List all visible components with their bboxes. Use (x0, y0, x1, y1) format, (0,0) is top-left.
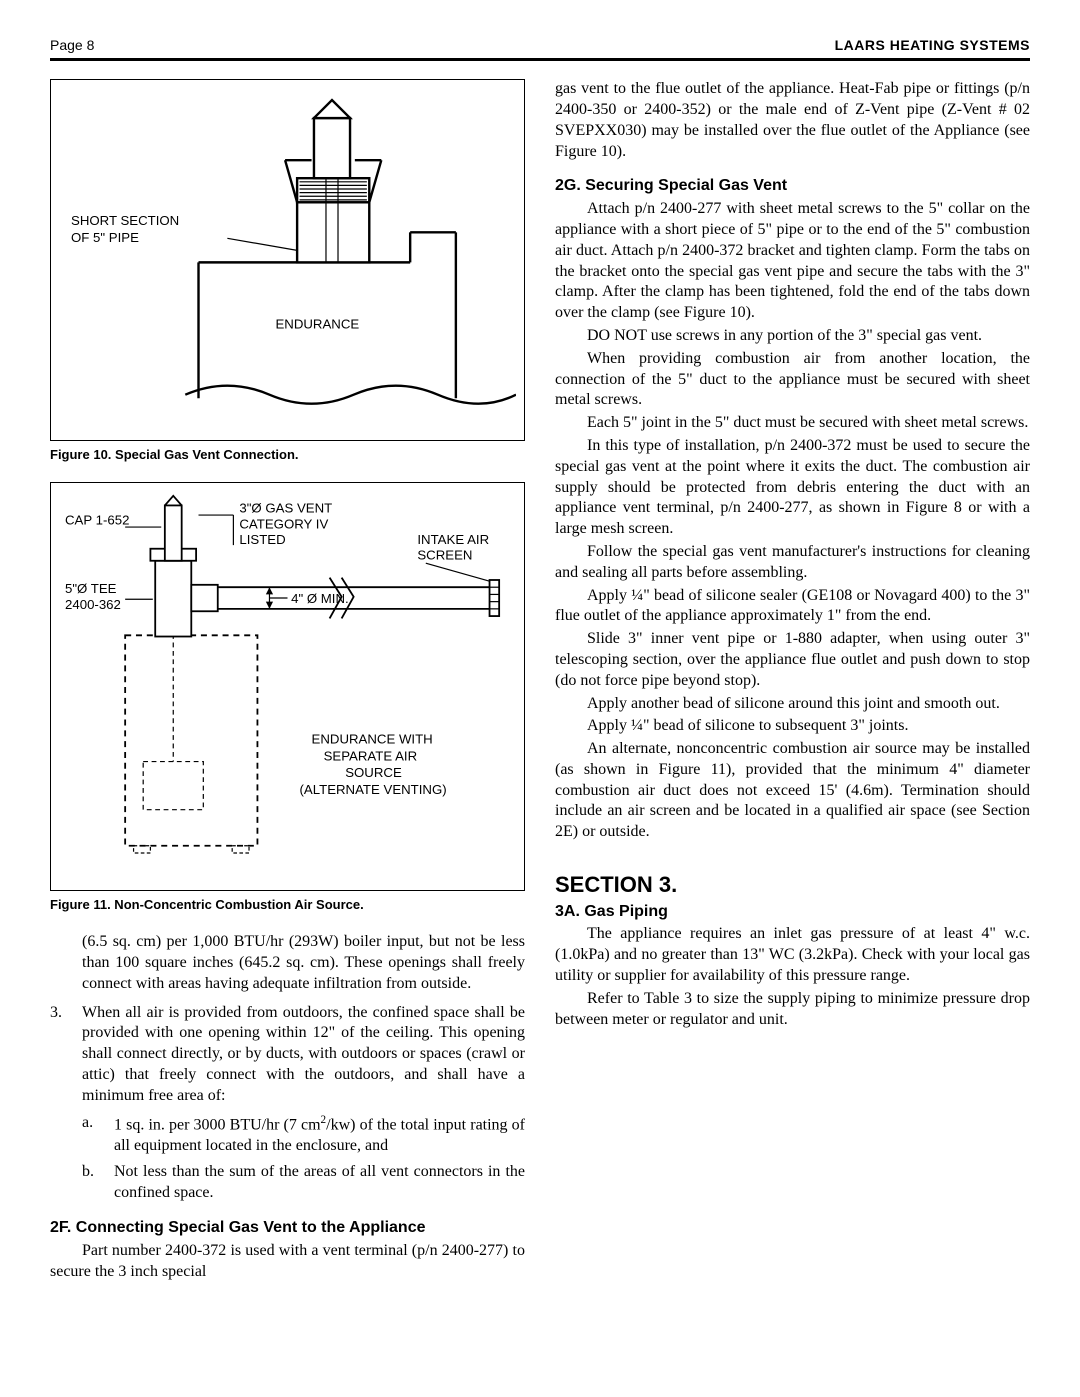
fig10-endurance-label: ENDURANCE (275, 317, 359, 332)
left-continuation-text: (6.5 sq. cm) per 1,000 BTU/hr (293W) boi… (82, 932, 525, 994)
sec3A-p1: The appliance requires an inlet gas pres… (555, 924, 1030, 986)
section-3A-title: 3A. Gas Piping (555, 902, 1030, 923)
fig11-end-l2: SEPARATE AIR (324, 748, 418, 763)
fig10-label-line2: OF 5" PIPE (71, 230, 139, 245)
fig11-tee-l2: 2400-362 (65, 596, 121, 611)
sublist-a-letter: a. (82, 1113, 102, 1157)
list-item-3: 3. When all air is provided from outdoor… (50, 1003, 525, 1205)
sec2G-p9: Apply another bead of silicone around th… (555, 694, 1030, 715)
section-2G-title: 2G. Securing Special Gas Vent (555, 176, 1030, 197)
sec2G-p4: Each 5" joint in the 5" duct must be sec… (555, 413, 1030, 434)
page-header: Page 8 LAARS HEATING SYSTEMS (50, 36, 1030, 61)
sec2G-p6: Follow the special gas vent manufacturer… (555, 542, 1030, 584)
sec3A-p2: Refer to Table 3 to size the supply pipi… (555, 989, 1030, 1031)
fig10-label-line1: SHORT SECTION (71, 213, 179, 228)
fig11-gasvent-l2: CATEGORY IV (239, 516, 328, 531)
sec2G-p11: An alternate, nonconcentric combustion a… (555, 739, 1030, 843)
figure-10-svg: SHORT SECTION OF 5" PIPE ENDURANCE (59, 88, 516, 425)
section-3-title: SECTION 3. (555, 871, 1030, 900)
fig11-gasvent-l1: 3"Ø GAS VENT (239, 500, 332, 515)
figure-10: SHORT SECTION OF 5" PIPE ENDURANCE (50, 79, 525, 441)
sec2G-p2: DO NOT use screws in any portion of the … (555, 326, 1030, 347)
sublist-b-letter: b. (82, 1162, 102, 1204)
figure-10-caption: Figure 10. Special Gas Vent Connection. (50, 447, 525, 464)
sec2G-p8: Slide 3" inner vent pipe or 1-880 adapte… (555, 629, 1030, 691)
fig11-intake-l2: SCREEN (417, 547, 472, 562)
list-item-3-text: When all air is provided from outdoors, … (82, 1004, 525, 1104)
fig11-cap-label: CAP 1-652 (65, 512, 129, 527)
figure-11: CAP 1-652 3"Ø GAS VENT CATEGORY IV LISTE… (50, 482, 525, 892)
figure-11-svg: CAP 1-652 3"Ø GAS VENT CATEGORY IV LISTE… (59, 491, 516, 876)
content-columns: SHORT SECTION OF 5" PIPE ENDURANCE Figur… (50, 79, 1030, 1284)
sublist-a: a. 1 sq. in. per 3000 BTU/hr (7 cm2/kw) … (82, 1113, 525, 1157)
fig11-end-l4: (ALTERNATE VENTING) (300, 782, 447, 797)
fig11-min-label: 4" Ø MIN. (291, 590, 349, 605)
sublist-b-text: Not less than the sum of the areas of al… (114, 1162, 525, 1204)
list-item-3-num: 3. (50, 1003, 70, 1205)
figure-11-caption: Figure 11. Non-Concentric Combustion Air… (50, 897, 525, 914)
right-top-continuation: gas vent to the flue outlet of the appli… (555, 79, 1030, 162)
section-2F-title: 2F. Connecting Special Gas Vent to the A… (50, 1218, 525, 1239)
right-column: gas vent to the flue outlet of the appli… (555, 79, 1030, 1284)
left-column: SHORT SECTION OF 5" PIPE ENDURANCE Figur… (50, 79, 525, 1284)
fig11-end-l1: ENDURANCE WITH (312, 731, 433, 746)
brand-name: LAARS HEATING SYSTEMS (835, 36, 1030, 54)
sec2G-p5: In this type of installation, p/n 2400-3… (555, 436, 1030, 540)
section-2F-p1: Part number 2400-372 is used with a vent… (50, 1241, 525, 1283)
fig11-tee-l1: 5"Ø TEE (65, 581, 117, 596)
sec2G-p10: Apply ¼" bead of silicone to subsequent … (555, 716, 1030, 737)
sublist-b: b. Not less than the sum of the areas of… (82, 1162, 525, 1204)
sublist-a-text-pre: 1 sq. in. per 3000 BTU/hr (7 cm (114, 1116, 321, 1133)
fig11-intake-l1: INTAKE AIR (417, 532, 489, 547)
sec2G-p3: When providing combustion air from anoth… (555, 349, 1030, 411)
sec2G-p7: Apply ¼" bead of silicone sealer (GE108 … (555, 586, 1030, 628)
fig11-gasvent-l3: LISTED (239, 532, 285, 547)
sec2G-p1: Attach p/n 2400-277 with sheet metal scr… (555, 199, 1030, 324)
fig11-end-l3: SOURCE (345, 765, 402, 780)
page-number: Page 8 (50, 36, 94, 54)
